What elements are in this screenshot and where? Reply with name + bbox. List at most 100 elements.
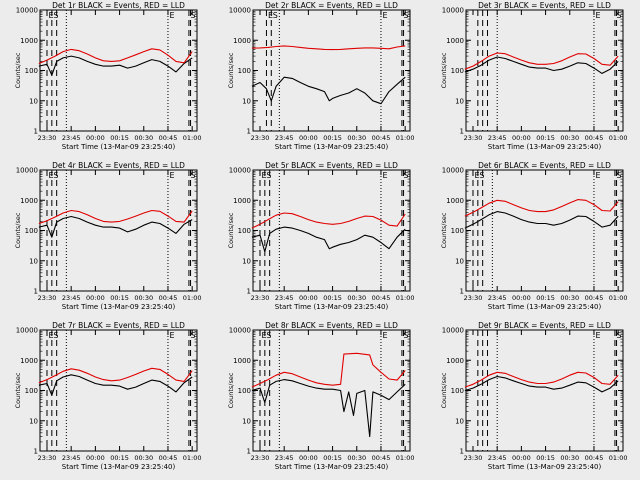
series-line-lld <box>251 352 406 388</box>
time-marker-label: S <box>403 171 408 180</box>
y-tick-label: 10000 <box>229 167 251 175</box>
y-tick-label: 1 <box>460 288 464 296</box>
panel-title: Det 2r BLACK = Events, RED = LLD <box>265 1 398 10</box>
x-axis-label: Start Time (13-Mar-09 23:25:40) <box>488 143 602 151</box>
x-tick-label: 00:15 <box>536 134 555 142</box>
x-tick-label: 00:30 <box>560 294 579 302</box>
y-tick-label: 1 <box>34 288 38 296</box>
plot-frame <box>465 9 624 132</box>
x-tick-label: 00:15 <box>110 294 129 302</box>
x-tick-label: 01:00 <box>183 134 202 142</box>
panel-title: Det 7r BLACK = Events, RED = LLD <box>52 321 185 330</box>
plot-frame <box>252 329 411 452</box>
x-axis-label: Start Time (13-Mar-09 23:25:40) <box>275 463 389 471</box>
x-tick-label: 01:00 <box>609 294 628 302</box>
detector-panel: Det 9r BLACK = Events, RED = LLD 1 10 100 10… <box>440 321 628 471</box>
x-tick-label: 23:30 <box>251 294 270 302</box>
x-tick-label: 00:00 <box>512 134 531 142</box>
series-line-events <box>38 374 193 396</box>
x-tick-label: 00:15 <box>536 294 555 302</box>
detector-panel: Det 3r BLACK = Events, RED = LLD 1 10 100 10… <box>440 1 628 151</box>
y-tick-label: 1 <box>247 448 251 456</box>
time-marker-label: E <box>595 331 600 340</box>
y-tick-label: 1 <box>247 128 251 136</box>
x-tick-label: 00:15 <box>323 294 342 302</box>
detector-panel: Det 5r BLACK = Events, RED = LLD 1 10 100 10… <box>227 161 415 311</box>
x-tick-label: 23:45 <box>62 134 81 142</box>
x-tick-label: 23:45 <box>488 454 507 462</box>
y-axis-label: Counts/sec <box>14 372 22 408</box>
panel-title: Det 1r BLACK = Events, RED = LLD <box>52 1 185 10</box>
panel-title: Det 9r BLACK = Events, RED = LLD <box>478 321 611 330</box>
y-tick-label: 100 <box>238 227 251 235</box>
y-axis-label: Counts/sec <box>227 212 235 248</box>
plot-frame <box>39 169 198 292</box>
time-marker-label: S <box>616 171 621 180</box>
x-axis-label: Start Time (13-Mar-09 23:25:40) <box>62 463 176 471</box>
x-tick-label: 00:00 <box>512 294 531 302</box>
time-marker-label: E <box>261 171 266 180</box>
x-tick-label: 00:45 <box>159 134 178 142</box>
x-tick-label: 00:30 <box>560 134 579 142</box>
y-tick-label: 100 <box>238 67 251 75</box>
detector-panel: Det 1r BLACK = Events, RED = LLD 1 10 100 10… <box>14 1 202 151</box>
time-marker-label: E <box>48 331 53 340</box>
time-marker-label: E <box>169 171 174 180</box>
y-tick-label: 10000 <box>442 167 464 175</box>
x-axis-label: Start Time (13-Mar-09 23:25:40) <box>275 303 389 311</box>
x-tick-label: 23:30 <box>464 294 483 302</box>
x-tick-label: 00:00 <box>299 454 318 462</box>
x-tick-label: 01:00 <box>396 134 415 142</box>
x-tick-label: 23:45 <box>488 134 507 142</box>
y-tick-label: 100 <box>451 387 464 395</box>
y-axis-label: Counts/sec <box>440 52 448 88</box>
y-tick-label: 10 <box>455 97 464 105</box>
detector-panel: Det 8r BLACK = Events, RED = LLD 1 10 100 10… <box>227 321 415 471</box>
y-tick-label: 1 <box>247 288 251 296</box>
detector-panel: Det 2r BLACK = Events, RED = LLD 1 10 100 10… <box>227 1 415 151</box>
y-tick-label: 1000 <box>20 357 38 365</box>
y-tick-label: 10000 <box>442 327 464 335</box>
time-marker-label: S <box>190 331 195 340</box>
x-tick-label: 01:00 <box>609 454 628 462</box>
y-tick-label: 1000 <box>20 197 38 205</box>
x-tick-label: 23:30 <box>464 134 483 142</box>
x-tick-label: 01:00 <box>609 134 628 142</box>
x-tick-label: 00:30 <box>134 294 153 302</box>
x-tick-label: 01:00 <box>396 454 415 462</box>
y-tick-label: 10 <box>242 97 251 105</box>
time-marker-label: S <box>190 171 195 180</box>
time-marker-label: E <box>382 331 387 340</box>
series-line-events <box>251 76 406 105</box>
y-tick-label: 10 <box>29 257 38 265</box>
y-axis-label: Counts/sec <box>227 52 235 88</box>
y-tick-label: 10 <box>242 417 251 425</box>
y-tick-label: 1 <box>34 448 38 456</box>
y-tick-label: 10 <box>29 417 38 425</box>
x-tick-label: 00:00 <box>299 294 318 302</box>
x-tick-label: 01:00 <box>396 294 415 302</box>
y-tick-label: 1000 <box>233 197 251 205</box>
panel-title: Det 8r BLACK = Events, RED = LLD <box>265 321 398 330</box>
panel-title: Det 5r BLACK = Events, RED = LLD <box>265 161 398 170</box>
series-line-events <box>251 226 406 253</box>
plot-frame <box>252 9 411 132</box>
series-line-lld <box>251 45 406 51</box>
series-line-lld <box>464 199 619 217</box>
time-marker-label: S <box>53 171 58 180</box>
time-marker-label: E <box>595 11 600 20</box>
time-marker-label: S <box>53 331 58 340</box>
detector-panel: Det 4r BLACK = Events, RED = LLD 1 10 100 10… <box>14 161 202 311</box>
x-tick-label: 00:30 <box>134 454 153 462</box>
x-tick-label: 00:00 <box>299 134 318 142</box>
y-tick-label: 10000 <box>16 167 38 175</box>
x-tick-label: 23:45 <box>275 454 294 462</box>
x-tick-label: 00:00 <box>512 454 531 462</box>
y-tick-label: 1 <box>460 128 464 136</box>
time-marker-label: E <box>48 171 53 180</box>
x-tick-label: 23:30 <box>251 134 270 142</box>
y-axis-label: Counts/sec <box>440 372 448 408</box>
time-marker-label: E <box>382 11 387 20</box>
series-line-lld <box>38 48 193 65</box>
panel-title: Det 6r BLACK = Events, RED = LLD <box>478 161 611 170</box>
